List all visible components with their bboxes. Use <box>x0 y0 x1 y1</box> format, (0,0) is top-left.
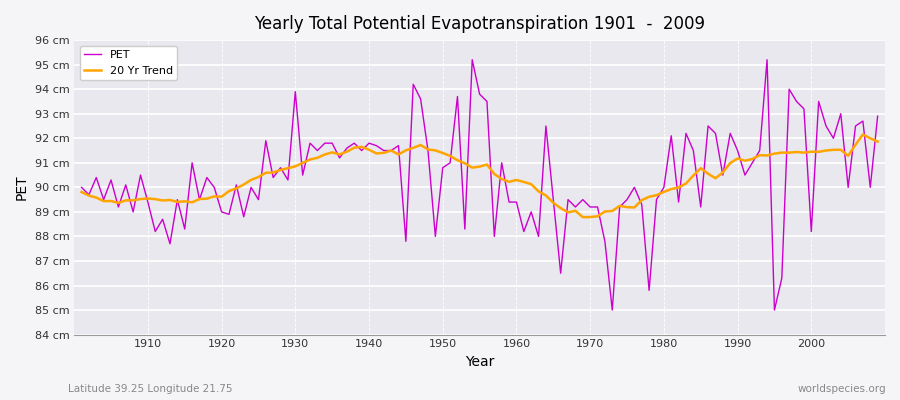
Text: Latitude 39.25 Longitude 21.75: Latitude 39.25 Longitude 21.75 <box>68 384 232 394</box>
20 Yr Trend <box>858 132 868 137</box>
20 Yr Trend <box>872 139 883 144</box>
PET <box>872 114 883 118</box>
Line: PET: PET <box>82 60 878 310</box>
PET <box>297 173 308 178</box>
Line: 20 Yr Trend: 20 Yr Trend <box>82 134 878 217</box>
PET <box>341 146 352 150</box>
PET <box>607 308 617 312</box>
PET <box>467 57 478 62</box>
Text: worldspecies.org: worldspecies.org <box>798 384 886 394</box>
Title: Yearly Total Potential Evapotranspiration 1901  -  2009: Yearly Total Potential Evapotranspiratio… <box>254 15 705 33</box>
20 Yr Trend <box>504 180 515 184</box>
PET <box>614 204 625 209</box>
20 Yr Trend <box>297 160 308 165</box>
PET <box>511 200 522 204</box>
20 Yr Trend <box>511 178 522 182</box>
PET <box>518 229 529 234</box>
Legend: PET, 20 Yr Trend: PET, 20 Yr Trend <box>80 46 177 80</box>
PET <box>76 185 87 190</box>
PET <box>135 173 146 178</box>
20 Yr Trend <box>135 197 146 202</box>
Y-axis label: PET: PET <box>15 174 29 200</box>
20 Yr Trend <box>578 215 589 220</box>
X-axis label: Year: Year <box>465 355 494 369</box>
20 Yr Trend <box>607 209 617 214</box>
20 Yr Trend <box>341 149 352 154</box>
20 Yr Trend <box>76 190 87 194</box>
